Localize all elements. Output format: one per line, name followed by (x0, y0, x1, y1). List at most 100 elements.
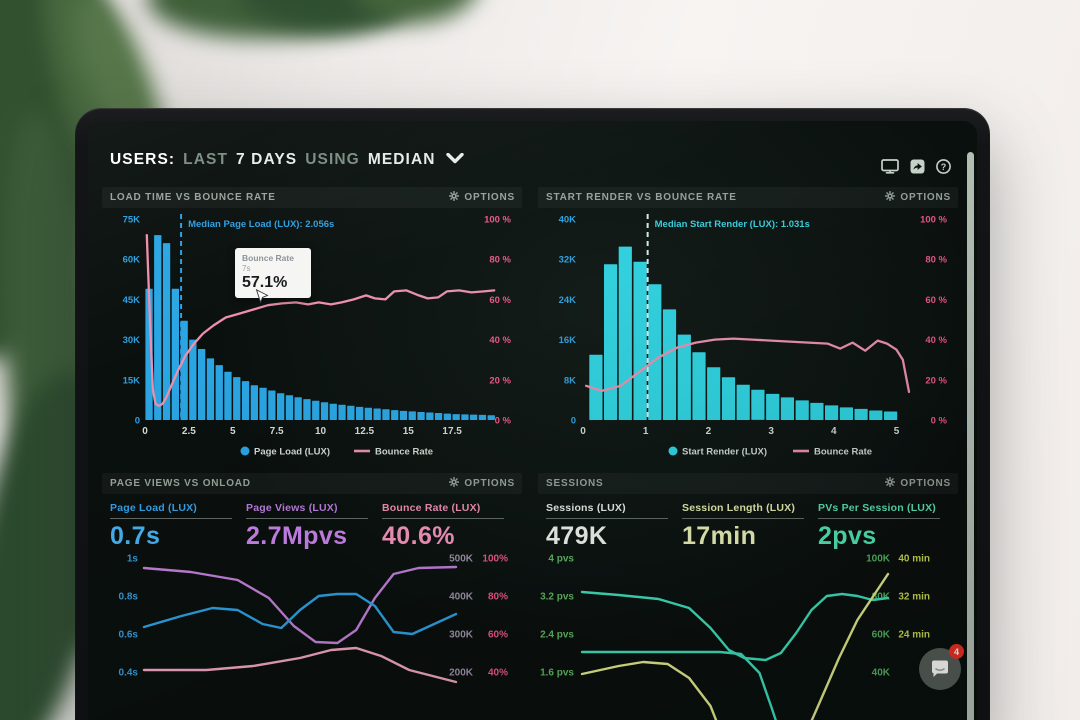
svg-text:100%: 100% (482, 554, 508, 565)
metric-sessions: Sessions (LUX) 479K (546, 502, 682, 549)
svg-text:0.4s: 0.4s (119, 668, 139, 679)
svg-text:7.5: 7.5 (270, 426, 284, 437)
tooltip-title: Bounce Rate (242, 253, 294, 263)
help-icon[interactable]: ? (936, 159, 951, 174)
svg-text:100 %: 100 % (920, 215, 947, 226)
chart-tooltip: Bounce Rate 7s 57.1% (235, 248, 311, 298)
panel-title: SESSIONS (546, 478, 604, 489)
panel-title: LOAD TIME VS BOUNCE RATE (110, 192, 276, 203)
header-segment: 7 DAYS (236, 151, 298, 168)
svg-text:5: 5 (230, 426, 236, 437)
tooltip-x-value: 7s (242, 264, 251, 273)
svg-text:100K: 100K (866, 554, 891, 565)
metric-session-length: Session Length (LUX) 17min (682, 502, 818, 549)
chat-widget-button[interactable]: 4 (919, 644, 964, 690)
metric-page-views: Page Views (LUX) 2.7Mpvs (246, 502, 382, 549)
tooltip-value: 57.1% (242, 274, 288, 291)
svg-text:30K: 30K (123, 335, 141, 346)
load-time-chart: 75K 60K 45K 30K 15K 0 100 % 80 % 60 % 40 % 20 % 0 %… (123, 214, 512, 458)
svg-text:0: 0 (135, 416, 140, 427)
start-render-chart: 40K 32K 24K 16K 8K 0 100 % 80 % 60 % 40 % 20 % 0 % 0… (559, 214, 948, 458)
gear-icon (449, 190, 460, 204)
panel-page-views-vs-onload: PAGE VIEWS VS ONLOAD OPTIONS Page Load (… (102, 473, 522, 720)
panel-load-time-vs-bounce-rate: LOAD TIME VS BOUNCE RATE OPTIONS 75K 60K 4… (102, 187, 522, 467)
svg-text:24 min: 24 min (898, 630, 930, 641)
svg-text:60K: 60K (872, 630, 891, 641)
svg-text:Start Render (LUX): Start Render (LUX) (682, 447, 767, 458)
svg-text:?: ? (941, 162, 947, 172)
panel-title: PAGE VIEWS VS ONLOAD (110, 478, 251, 489)
svg-text:32 min: 32 min (898, 592, 930, 603)
notification-badge: 4 (949, 644, 964, 659)
metric-bounce-rate: Bounce Rate (LUX) 40.6% (382, 502, 518, 549)
svg-text:20 %: 20 % (489, 375, 511, 386)
metrics-row: Sessions (LUX) 479K Session Length (LUX)… (538, 494, 958, 549)
gear-icon (885, 190, 896, 204)
header-segment: MEDIAN (367, 151, 436, 168)
svg-text:0.6s: 0.6s (119, 630, 139, 641)
options-button[interactable]: OPTIONS (449, 190, 515, 204)
chat-bubble-icon (929, 659, 951, 685)
svg-text:300K: 300K (449, 630, 474, 641)
svg-text:0: 0 (571, 416, 576, 427)
svg-text:1s: 1s (127, 554, 139, 565)
header-segment: LAST (183, 151, 229, 168)
svg-text:40%: 40% (488, 668, 508, 679)
svg-text:3: 3 (768, 426, 774, 437)
svg-text:10: 10 (315, 426, 327, 437)
panel-sessions: SESSIONS OPTIONS Sessions (LUX) 479K Ses… (538, 473, 958, 720)
svg-text:0 %: 0 % (495, 416, 512, 427)
svg-text:Page Load (LUX): Page Load (LUX) (254, 447, 330, 458)
svg-text:40 %: 40 % (489, 335, 511, 346)
panel-start-render-vs-bounce-rate: START RENDER VS BOUNCE RATE OPTIONS 40K 3… (538, 187, 958, 467)
svg-text:0 %: 0 % (931, 416, 948, 427)
svg-text:500K: 500K (449, 554, 474, 565)
svg-text:Bounce Rate: Bounce Rate (814, 447, 872, 458)
svg-text:1: 1 (643, 426, 649, 437)
header-segment: USERS: (110, 151, 176, 168)
gear-icon (449, 476, 460, 490)
svg-text:80 %: 80 % (489, 255, 511, 266)
svg-text:Bounce Rate: Bounce Rate (375, 447, 433, 458)
svg-text:1.6 pvs: 1.6 pvs (540, 668, 574, 679)
page-views-chart: 1s 0.8s 0.6s 0.4s 500K 100% 400K 80% 300K 60% 200K… (119, 554, 508, 684)
svg-text:32K: 32K (559, 255, 577, 266)
svg-text:200K: 200K (449, 668, 474, 679)
svg-text:40K: 40K (872, 668, 891, 679)
svg-text:8K: 8K (564, 375, 576, 386)
share-icon[interactable] (910, 159, 925, 174)
svg-text:60%: 60% (488, 630, 508, 641)
header-toolbar: ? (881, 159, 951, 174)
svg-text:0: 0 (580, 426, 586, 437)
svg-text:80K: 80K (872, 592, 891, 603)
svg-text:100 %: 100 % (484, 215, 511, 226)
gear-icon (885, 476, 896, 490)
svg-text:20 %: 20 % (925, 375, 947, 386)
svg-text:Median Page Load (LUX): 2.056s: Median Page Load (LUX): 2.056s (188, 219, 334, 230)
svg-text:17.5: 17.5 (442, 426, 462, 437)
svg-text:75K: 75K (123, 215, 141, 226)
display-icon[interactable] (881, 159, 899, 174)
svg-text:40 min: 40 min (898, 554, 930, 565)
metric-pvs-per-session: PVs Per Session (LUX) 2pvs (818, 502, 954, 549)
svg-text:4: 4 (831, 426, 837, 437)
timeframe-dropdown[interactable]: USERS: LAST 7 DAYS USING MEDIAN (110, 151, 464, 169)
svg-text:4 pvs: 4 pvs (548, 554, 574, 565)
scrollbar[interactable] (967, 152, 974, 720)
svg-text:24K: 24K (559, 295, 577, 306)
svg-text:40K: 40K (559, 215, 577, 226)
chevron-down-icon (445, 151, 464, 169)
svg-text:15: 15 (403, 426, 415, 437)
svg-text:15K: 15K (123, 375, 141, 386)
svg-text:2.4 pvs: 2.4 pvs (540, 630, 574, 641)
svg-text:80%: 80% (488, 592, 508, 603)
svg-text:5: 5 (894, 426, 900, 437)
svg-text:0.8s: 0.8s (119, 592, 139, 603)
options-button[interactable]: OPTIONS (449, 476, 515, 490)
metric-page-load: Page Load (LUX) 0.7s (110, 502, 246, 549)
mouse-cursor-icon (255, 288, 269, 310)
options-button[interactable]: OPTIONS (885, 476, 951, 490)
svg-text:40 %: 40 % (925, 335, 947, 346)
options-button[interactable]: OPTIONS (885, 190, 951, 204)
